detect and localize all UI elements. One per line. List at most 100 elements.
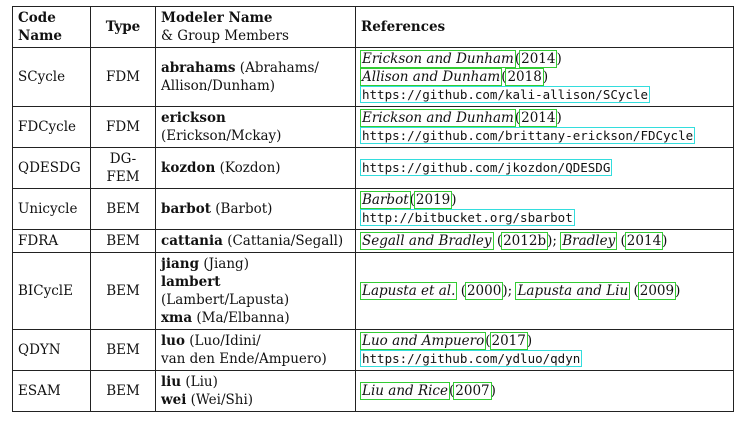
citation-authors-link[interactable]: Lapusta et al. xyxy=(359,282,458,300)
modeler-name: barbot xyxy=(161,201,211,217)
citation-authors-link[interactable]: Barbot xyxy=(360,191,411,209)
table-row: SCycle FDM abrahams (Abrahams/Allison/Dunh… xyxy=(12,47,734,107)
citation-authors-link[interactable]: Erickson and Dunham xyxy=(360,109,516,127)
group-members: (Cattania/Segall) xyxy=(227,233,344,249)
reference-line: Luo and Ampuero(2017) xyxy=(359,332,728,350)
cell-references: Erickson and Dunham(2014) Allison and Dun… xyxy=(355,47,734,107)
modeler-name: luo xyxy=(161,333,185,349)
group-members: (Abrahams/ xyxy=(239,60,319,76)
reference-line: Erickson and Dunham(2014) xyxy=(360,50,728,68)
cell-code-name: SCycle xyxy=(12,47,91,107)
cell-type: BEM xyxy=(90,370,156,412)
paren-close: ) xyxy=(556,110,562,126)
cell-type: FDM xyxy=(90,106,156,148)
paren-open: ( xyxy=(448,383,455,399)
reference-line: https://github.com/ydluo/qdyn xyxy=(359,350,728,368)
paren-close: ) xyxy=(526,333,533,349)
cell-references: Erickson and Dunham(2014) https://github.… xyxy=(355,106,734,148)
citation-year-link[interactable]: 2019 xyxy=(413,191,453,209)
citation-authors-link[interactable]: Segall and Bradley xyxy=(360,232,494,250)
table-row: QDESDG DG-FEM kozdon (Kozdon) https://githu… xyxy=(12,147,734,189)
cell-modeler: liu (Liu) wei (Wei/Shi) xyxy=(155,370,356,412)
table-row: FDRA BEM cattania (Cattania/Segall) Segall … xyxy=(12,229,734,253)
reference-line: https://github.com/jkozdon/QDESDG xyxy=(359,159,728,177)
cell-references: Barbot(2019) http://bitbucket.org/sbarbot xyxy=(355,188,734,230)
reference-url-link[interactable]: http://bitbucket.org/sbarbot xyxy=(360,209,575,226)
citation-year-link[interactable]: 2014 xyxy=(519,109,558,127)
paren-open: ( xyxy=(485,333,491,349)
reference-url-link[interactable]: https://github.com/jkozdon/QDESDG xyxy=(359,159,613,176)
cell-type: BEM xyxy=(90,252,156,330)
cell-modeler: barbot (Barbot) xyxy=(155,188,356,230)
modeler-name: wei xyxy=(161,392,187,408)
cell-code-name: QDESDG xyxy=(12,147,91,189)
modeler-name: cattania xyxy=(161,233,223,249)
cell-modeler: abrahams (Abrahams/Allison/Dunham) xyxy=(155,47,356,107)
modeler-name: jiang xyxy=(161,256,200,272)
group-members: (Liu) xyxy=(185,374,218,390)
cell-references: https://github.com/jkozdon/QDESDG xyxy=(355,147,734,189)
cell-type: BEM xyxy=(90,329,156,371)
citation-authors-link[interactable]: Liu and Rice xyxy=(360,382,450,400)
cell-code-name: FDRA xyxy=(12,229,91,253)
header-code-l1: Code xyxy=(18,10,56,26)
cell-modeler: erickson (Erickson/Mckay) xyxy=(155,106,356,148)
citation-authors-link[interactable]: Lapusta and Liu xyxy=(515,282,631,300)
cell-code-name: FDCycle xyxy=(12,106,91,148)
header-modeler-l1: Modeler Name xyxy=(161,10,273,26)
paren-open: ( xyxy=(409,192,415,208)
reference-line: Liu and Rice(2007) xyxy=(360,382,728,400)
cell-modeler: jiang (Jiang) lambert (Lambert/Lapusta) xm… xyxy=(155,252,356,330)
citation-authors-link[interactable]: Erickson and Dunham xyxy=(360,50,516,68)
citation-year-link[interactable]: 2009 xyxy=(637,282,677,300)
cell-type: FDM xyxy=(90,47,156,107)
cell-code-name: ESAM xyxy=(12,370,91,412)
citation-year-link[interactable]: 2014 xyxy=(624,232,664,250)
table-row: Unicycle BEM barbot (Barbot) Barbot(2019) ht… xyxy=(12,188,734,230)
reference-line: Erickson and Dunham(2014) xyxy=(360,109,728,127)
paren-close: ) xyxy=(542,69,549,85)
modeler-name: kozdon xyxy=(161,160,216,176)
citation-year-link[interactable]: 2017 xyxy=(489,332,528,350)
reference-line: Segall and Bradley (2012b); Bradley (201… xyxy=(360,232,668,250)
modeler-name: erickson xyxy=(161,110,226,126)
citation-year-link[interactable]: 2000 xyxy=(464,282,504,300)
group-members: Allison/Dunham) xyxy=(161,78,276,94)
modeler-name: abrahams xyxy=(161,60,236,76)
citation-separator: ; xyxy=(552,233,557,249)
modeler-name: lambert xyxy=(161,274,221,290)
code-comparison-table: Code Name Type Modeler Name & Group Memb… xyxy=(12,6,734,412)
reference-line: Allison and Dunham(2018) xyxy=(359,68,728,86)
citation-authors-link[interactable]: Luo and Ampuero xyxy=(359,332,487,350)
group-members: (Kozdon) xyxy=(219,160,281,176)
citation-authors-link[interactable]: Allison and Dunham xyxy=(359,68,503,86)
cell-references: Lapusta et al. (2000); Lapusta and Liu (… xyxy=(355,252,734,330)
cell-references: Liu and Rice(2007) xyxy=(355,370,734,412)
group-members: (Jiang) xyxy=(203,256,249,272)
table-row: BICyclE BEM jiang (Jiang) lambert (Lambert/… xyxy=(12,252,734,330)
citation-separator: ; xyxy=(507,283,513,299)
citation-year-link[interactable]: 2018 xyxy=(505,68,544,86)
header-row: Code Name Type Modeler Name & Group Memb… xyxy=(12,6,734,48)
reference-url-link[interactable]: https://github.com/ydluo/qdyn xyxy=(359,350,583,367)
header-type: Type xyxy=(90,6,156,48)
paren-open: ( xyxy=(514,110,521,126)
paren-close: ) xyxy=(451,192,457,208)
group-members: (Ma/Elbanna) xyxy=(196,310,290,326)
cell-code-name: Unicycle xyxy=(12,188,91,230)
citation-authors-link[interactable]: Bradley xyxy=(560,232,618,250)
cell-modeler: luo (Luo/Idini/van den Ende/Ampuero) xyxy=(155,329,356,371)
citation-year-link[interactable]: 2007 xyxy=(453,382,492,400)
group-members: (Erickson/Mckay) xyxy=(161,128,282,144)
header-code-name: Code Name xyxy=(12,6,91,48)
reference-line: http://bitbucket.org/sbarbot xyxy=(360,209,728,227)
reference-url-link[interactable]: https://github.com/brittany-erickson/FDC… xyxy=(359,127,696,144)
citation-year-link[interactable]: 2014 xyxy=(519,50,558,68)
reference-url-link[interactable]: https://github.com/kali-allison/SCycle xyxy=(360,86,650,103)
cell-references: Segall and Bradley (2012b); Bradley (201… xyxy=(355,229,734,253)
group-members: van den Ende/Ampuero) xyxy=(161,351,327,367)
cell-modeler: kozdon (Kozdon) xyxy=(155,147,356,189)
citation-year-link[interactable]: 2012b xyxy=(501,232,549,250)
table-row: ESAM BEM liu (Liu) wei (Wei/Shi) Liu and Ric… xyxy=(12,370,734,412)
cell-code-name: BICyclE xyxy=(12,252,91,330)
